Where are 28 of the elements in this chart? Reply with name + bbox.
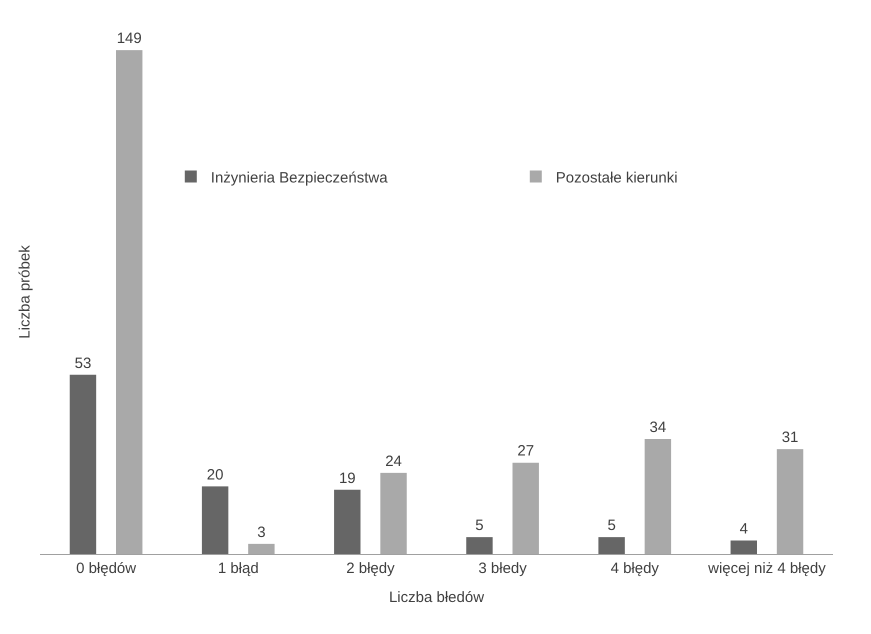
x-tick-label: 2 błędy xyxy=(346,560,396,577)
bar xyxy=(466,537,493,554)
bar xyxy=(598,537,625,554)
data-label: 27 xyxy=(517,442,534,460)
data-label: 53 xyxy=(74,354,92,372)
y-axis-title: Liczba próbek xyxy=(16,244,34,339)
data-label: 5 xyxy=(607,517,616,534)
data-label: 24 xyxy=(385,452,402,470)
bar xyxy=(202,486,228,554)
data-label: 19 xyxy=(338,470,356,487)
legend-label: Pozostałe kierunki xyxy=(556,169,678,186)
data-label: 149 xyxy=(116,30,142,48)
data-label: 31 xyxy=(782,429,798,446)
data-label: 20 xyxy=(206,466,224,484)
data-label: 4 xyxy=(740,520,748,538)
x-tick-label: więcej niż 4 błędy xyxy=(707,560,826,577)
data-label: 5 xyxy=(475,517,484,534)
bar xyxy=(334,490,360,554)
x-tick-label: 3 błedy xyxy=(478,560,528,577)
bar xyxy=(70,374,96,554)
data-label: 3 xyxy=(257,524,266,541)
data-label: 34 xyxy=(650,419,666,436)
bar xyxy=(730,540,757,554)
legend-label: Inżynieria Bezpieczeństwa xyxy=(210,169,388,186)
x-tick-label: 4 błędy xyxy=(610,560,660,577)
x-axis-title: Liczba błedów xyxy=(388,589,484,606)
x-tick-label: 0 błędów xyxy=(76,560,136,577)
x-tick-label: 1 błąd xyxy=(218,560,259,577)
